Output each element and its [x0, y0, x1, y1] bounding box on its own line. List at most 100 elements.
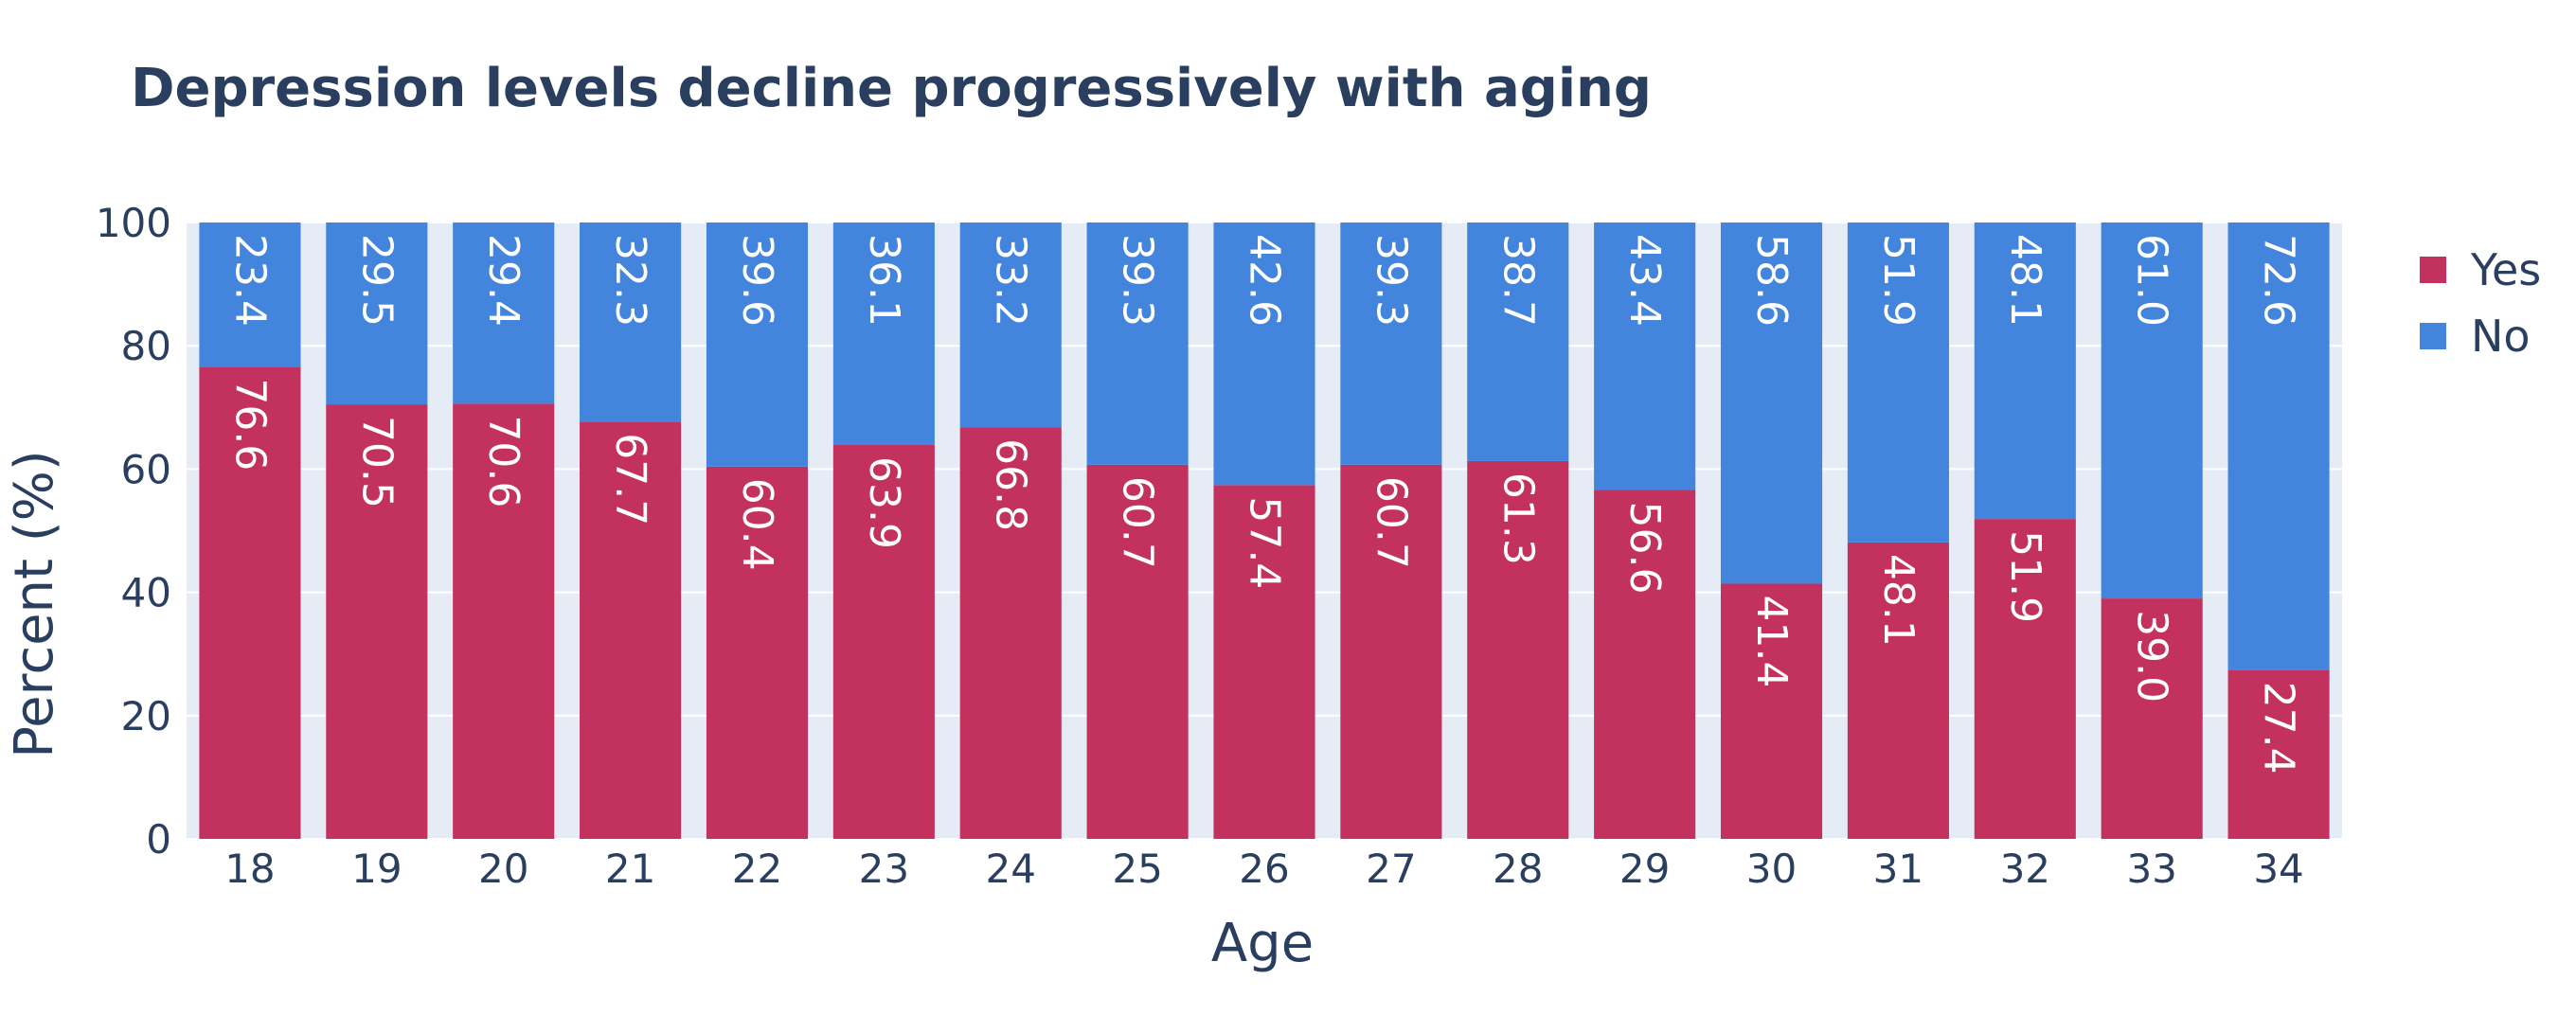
bar-yes-31 [1847, 542, 1949, 839]
bar-no-23 [832, 223, 935, 446]
bar-label-yes-22: 60.4 [733, 478, 781, 571]
bar-label-no-30: 58.6 [1747, 234, 1796, 327]
bar-label-no-26: 42.6 [1241, 234, 1289, 327]
bar-label-no-23: 36.1 [860, 234, 908, 327]
y-tick-label: 0 [146, 816, 171, 863]
bar-no-29 [1594, 223, 1696, 490]
y-tick-label: 80 [121, 323, 171, 369]
bar-no-24 [959, 223, 1062, 428]
bar-label-no-27: 39.3 [1367, 234, 1415, 327]
bar-label-yes-19: 70.5 [352, 416, 401, 508]
bar-label-no-34: 72.6 [2255, 234, 2303, 327]
bar-yes-19 [326, 404, 428, 839]
bar-label-yes-21: 67.7 [606, 433, 654, 525]
bar-yes-27 [1340, 464, 1442, 839]
x-tick-label: 34 [2253, 846, 2303, 892]
bar-yes-22 [706, 466, 809, 839]
bar-label-yes-32: 51.9 [2001, 530, 2049, 623]
x-tick-label: 28 [1493, 846, 1543, 892]
bar-label-yes-33: 39.0 [2128, 610, 2176, 703]
x-tick-label: 31 [1873, 846, 1923, 892]
bar-label-no-31: 51.9 [1874, 234, 1923, 327]
bar-no-33 [2101, 223, 2203, 599]
bar-yes-34 [2227, 669, 2330, 839]
bar-no-32 [1974, 223, 2076, 520]
legend-label-yes: Yes [2470, 244, 2541, 295]
bar-label-yes-24: 66.8 [987, 438, 1035, 531]
bar-yes-30 [1720, 583, 1823, 839]
bar-no-18 [199, 223, 301, 367]
bar-yes-21 [580, 421, 682, 839]
bar-label-no-32: 48.1 [2001, 234, 2049, 327]
x-tick-label: 22 [732, 846, 782, 892]
bar-label-yes-31: 48.1 [1874, 554, 1923, 647]
bar-label-yes-34: 27.4 [2255, 682, 2303, 775]
legend: Yes No [2420, 244, 2541, 362]
bar-no-25 [1086, 223, 1189, 465]
bar-yes-20 [453, 403, 555, 839]
x-tick-label: 20 [478, 846, 528, 892]
bar-label-yes-26: 57.4 [1241, 496, 1289, 589]
bar-yes-28 [1467, 460, 1569, 839]
y-axis-label: Percent (%) [4, 450, 65, 757]
bar-label-yes-27: 60.7 [1367, 476, 1415, 569]
bar-label-no-25: 39.3 [1114, 234, 1162, 327]
bar-no-34 [2227, 223, 2330, 670]
bar-yes-33 [2101, 598, 2203, 839]
x-axis-label: Age [1211, 913, 1314, 974]
bar-label-yes-18: 76.6 [225, 378, 274, 471]
legend-swatch-no [2420, 323, 2446, 349]
y-tick-label: 40 [121, 570, 171, 616]
bar-no-31 [1847, 223, 1949, 543]
bar-no-30 [1720, 223, 1823, 584]
bar-label-no-33: 61.0 [2128, 234, 2176, 327]
bar-label-no-19: 29.5 [352, 234, 401, 327]
bar-yes-26 [1213, 485, 1315, 839]
bar-yes-25 [1086, 464, 1189, 839]
x-tick-label: 29 [1619, 846, 1670, 892]
x-tick-label: 27 [1366, 846, 1416, 892]
bar-no-28 [1467, 223, 1569, 461]
chart-title: Depression levels decline progressively … [131, 58, 1652, 119]
y-tick-label: 60 [121, 446, 171, 492]
y-tick-label: 100 [96, 200, 171, 246]
bar-label-yes-20: 70.6 [479, 415, 528, 508]
x-tick-label: 19 [351, 846, 402, 892]
bar-no-27 [1340, 223, 1442, 465]
bar-label-yes-28: 61.3 [1494, 472, 1542, 565]
bar-no-22 [706, 223, 809, 467]
bar-no-19 [326, 223, 428, 405]
x-tick-label: 26 [1239, 846, 1289, 892]
bar-label-no-18: 23.4 [225, 234, 274, 327]
bar-no-26 [1213, 223, 1315, 486]
bar-label-yes-30: 41.4 [1747, 595, 1796, 687]
bar-yes-18 [199, 366, 301, 839]
y-tick-label: 20 [121, 693, 171, 739]
legend-label-no: No [2471, 311, 2531, 362]
bar-label-no-29: 43.4 [1620, 234, 1669, 327]
x-tick-label: 33 [2126, 846, 2176, 892]
x-tick-label: 21 [605, 846, 655, 892]
bar-label-no-20: 29.4 [479, 234, 528, 327]
bar-label-yes-25: 60.7 [1114, 476, 1162, 569]
x-tick-label: 23 [859, 846, 909, 892]
x-tick-label: 24 [986, 846, 1036, 892]
x-tick-label: 18 [224, 846, 275, 892]
bar-no-20 [453, 223, 555, 404]
legend-swatch-yes [2420, 257, 2446, 283]
bar-label-yes-23: 63.9 [860, 456, 908, 549]
bar-yes-23 [832, 445, 935, 839]
bar-no-21 [580, 223, 682, 422]
bar-yes-29 [1594, 490, 1696, 839]
x-tick-label: 25 [1112, 846, 1162, 892]
bar-yes-24 [959, 427, 1062, 839]
x-tick-label: 30 [1746, 846, 1797, 892]
x-tick-label: 32 [2000, 846, 2050, 892]
bar-label-yes-29: 56.6 [1620, 502, 1669, 595]
bar-label-no-28: 38.7 [1494, 234, 1542, 327]
bar-label-no-24: 33.2 [987, 234, 1035, 327]
bar-label-no-22: 39.6 [733, 234, 781, 327]
bar-yes-32 [1974, 519, 2076, 839]
